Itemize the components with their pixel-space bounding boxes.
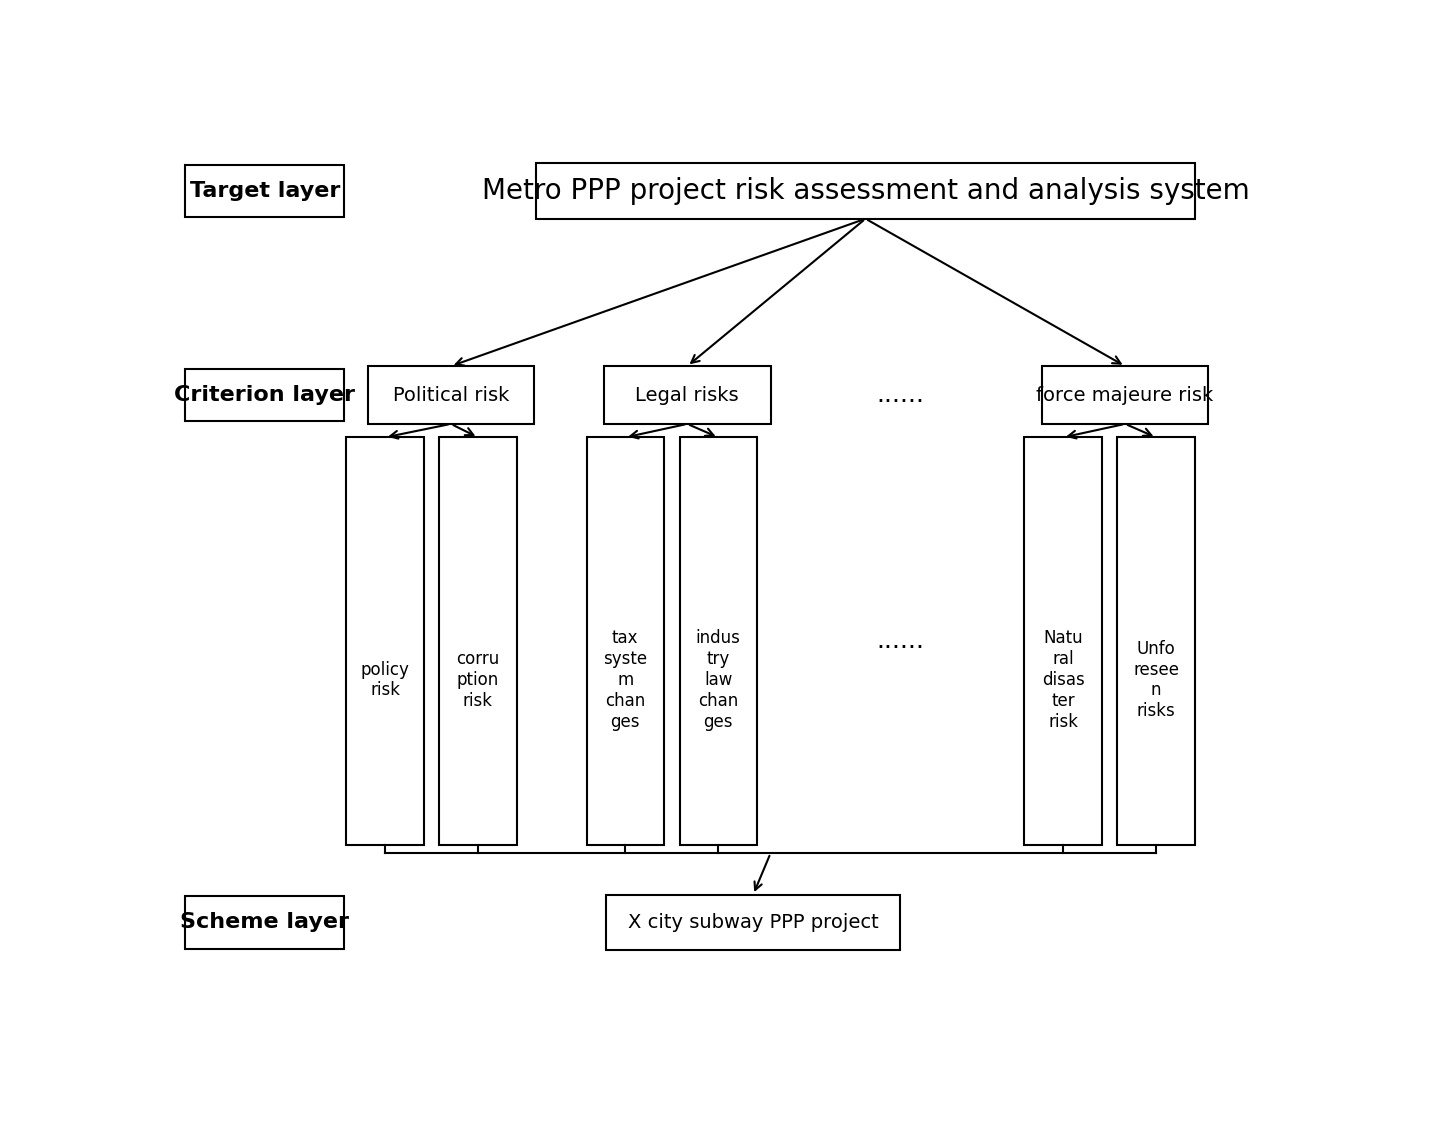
Text: Unfo
resee
n
risks: Unfo resee n risks [1134, 640, 1180, 720]
Text: Legal risks: Legal risks [635, 385, 739, 404]
Text: tax
syste
m
chan
ges: tax syste m chan ges [604, 629, 647, 730]
FancyBboxPatch shape [606, 895, 901, 950]
Text: Scheme layer: Scheme layer [181, 912, 349, 933]
FancyBboxPatch shape [586, 437, 664, 845]
Text: Criterion layer: Criterion layer [174, 385, 355, 406]
FancyBboxPatch shape [368, 366, 535, 424]
Text: policy
risk: policy risk [361, 660, 410, 700]
Text: corru
ption
risk: corru ption risk [457, 650, 500, 710]
Text: force majeure risk: force majeure risk [1036, 385, 1214, 404]
FancyBboxPatch shape [440, 437, 517, 845]
FancyBboxPatch shape [1025, 437, 1102, 845]
Text: Target layer: Target layer [190, 181, 341, 201]
FancyBboxPatch shape [536, 164, 1196, 219]
Text: ......: ...... [877, 629, 924, 653]
Text: Natu
ral
disas
ter
risk: Natu ral disas ter risk [1042, 629, 1085, 730]
Text: ......: ...... [877, 383, 924, 407]
FancyBboxPatch shape [185, 369, 345, 421]
Text: Political risk: Political risk [392, 385, 509, 404]
Text: indus
try
law
chan
ges: indus try law chan ges [696, 629, 740, 730]
FancyBboxPatch shape [1118, 437, 1196, 845]
FancyBboxPatch shape [346, 437, 424, 845]
Text: X city subway PPP project: X city subway PPP project [628, 913, 878, 932]
FancyBboxPatch shape [185, 896, 345, 949]
FancyBboxPatch shape [1042, 366, 1209, 424]
FancyBboxPatch shape [604, 366, 770, 424]
FancyBboxPatch shape [680, 437, 757, 845]
Text: Metro PPP project risk assessment and analysis system: Metro PPP project risk assessment and an… [481, 177, 1249, 204]
FancyBboxPatch shape [185, 165, 345, 217]
